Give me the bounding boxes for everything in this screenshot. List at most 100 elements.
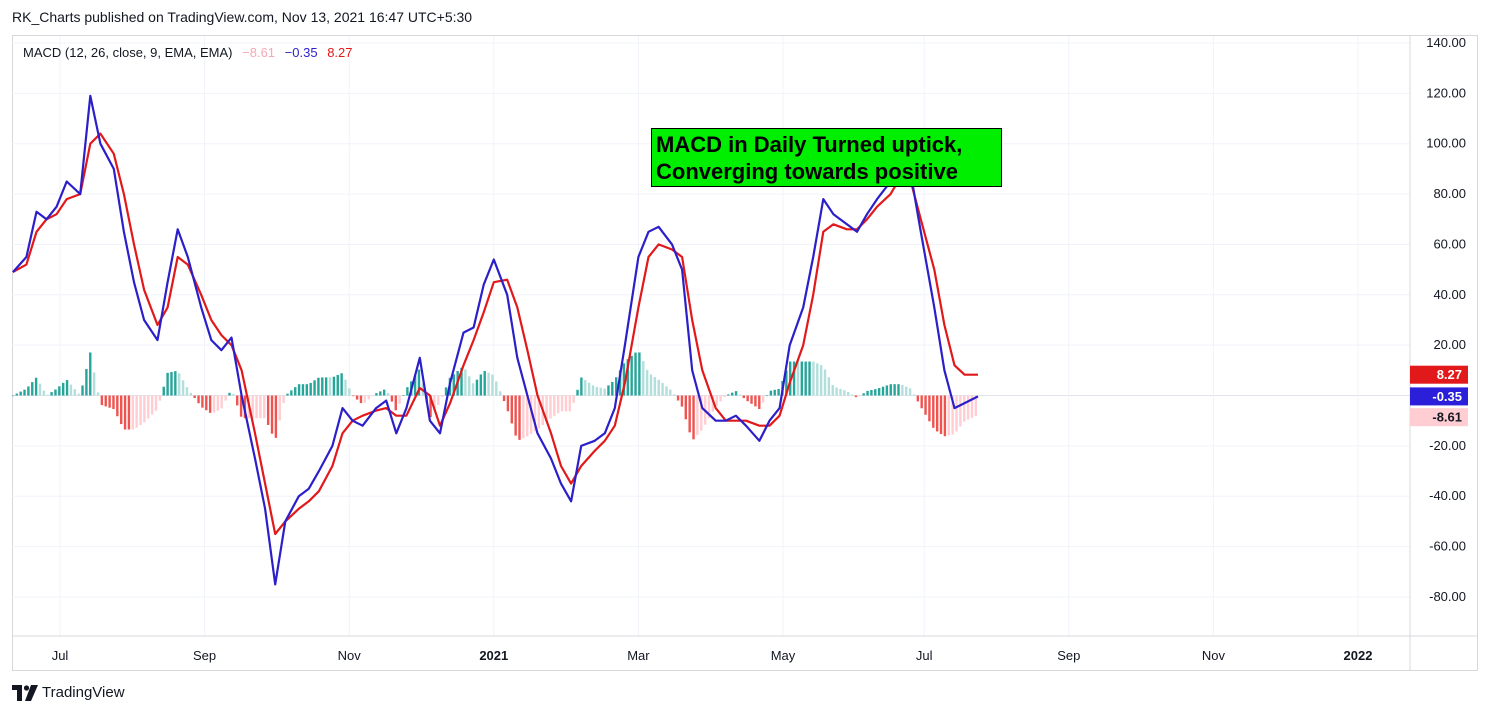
histogram-bar — [901, 384, 904, 396]
annotation-line-1: MACD in Daily Turned uptick, — [656, 132, 963, 157]
histogram-bar — [143, 395, 146, 423]
histogram-bar — [711, 395, 715, 412]
histogram-bar — [719, 395, 722, 402]
histogram-bar — [649, 374, 653, 396]
histogram-bar — [216, 395, 220, 411]
histogram-bar — [135, 395, 138, 428]
histogram-bar — [390, 395, 394, 402]
histogram-bar — [796, 361, 800, 396]
histogram-bar — [27, 386, 30, 396]
histogram-bar — [92, 372, 96, 396]
histogram-bar — [81, 385, 84, 396]
y-tick-label: -80.00 — [1429, 589, 1466, 604]
histogram-bar — [197, 395, 200, 404]
histogram-bar — [854, 395, 858, 398]
histogram-bar — [305, 384, 309, 396]
histogram-bar — [185, 387, 189, 396]
legend-title: MACD (12, 26, close, 9, EMA, EMA) — [23, 45, 233, 60]
histogram-bar — [23, 389, 26, 396]
histogram-bar — [866, 390, 869, 396]
histogram-bar — [742, 395, 746, 399]
histogram-bar — [812, 361, 815, 396]
histogram-bar — [382, 389, 386, 396]
x-tick-label: Sep — [1057, 648, 1080, 663]
histogram-bar — [89, 352, 92, 396]
histogram-bar — [700, 395, 703, 431]
histogram-bar — [491, 374, 494, 396]
histogram-bar — [970, 395, 974, 418]
tradingview-logo-icon — [12, 684, 38, 701]
histogram-bar — [897, 384, 900, 396]
histogram-bar — [750, 395, 753, 404]
histogram-bar — [564, 395, 568, 412]
histogram-bar — [100, 395, 104, 406]
histogram-bar — [951, 395, 954, 435]
histogram-bar — [723, 395, 726, 398]
histogram-bar — [692, 395, 695, 440]
histogram-bar — [947, 395, 950, 436]
histogram-bar — [178, 373, 181, 396]
histogram-bar — [785, 370, 788, 396]
histogram-bar — [19, 391, 22, 396]
histogram-bar — [301, 384, 305, 396]
chart-annotation[interactable]: MACD in Daily Turned uptick, Converging … — [651, 128, 1002, 187]
histogram-bar — [924, 395, 927, 415]
histogram-bar — [201, 395, 204, 408]
histogram-bar — [808, 361, 811, 396]
histogram-bar — [715, 395, 718, 406]
histogram-bar — [61, 382, 65, 396]
histogram-bar — [344, 379, 347, 396]
histogram-bar — [653, 377, 657, 396]
histogram-bar — [189, 392, 193, 396]
histogram-bar — [746, 395, 749, 402]
indicator-legend[interactable]: MACD (12, 26, close, 9, EMA, EMA) −8.61 … — [23, 45, 353, 60]
histogram-bar — [560, 395, 564, 412]
histogram-bar — [905, 386, 908, 396]
histogram-bar — [831, 385, 834, 396]
histogram-bar — [108, 395, 111, 408]
histogram-bar — [819, 365, 823, 396]
histogram-bar — [147, 395, 150, 419]
histogram-bar — [77, 393, 80, 396]
y-tick-label: 40.00 — [1433, 287, 1466, 302]
histogram-bar — [417, 369, 421, 396]
histogram-bar — [955, 395, 958, 432]
histogram-bar — [518, 395, 521, 440]
histogram-bar — [580, 377, 583, 396]
histogram-bar — [816, 363, 819, 396]
histogram-bar — [603, 388, 606, 396]
histogram-bar — [208, 395, 212, 413]
histogram-bar — [963, 395, 966, 422]
histogram-bar — [634, 352, 637, 396]
histogram-bar — [506, 395, 510, 412]
histogram-bar — [626, 359, 629, 396]
y-tick-label: 80.00 — [1433, 186, 1466, 201]
histogram-bar — [468, 376, 471, 396]
histogram-bar — [413, 375, 417, 396]
histogram-bar — [236, 395, 239, 406]
footer-brand[interactable]: TradingView — [12, 684, 125, 701]
histogram-bar — [317, 377, 320, 396]
x-tick-label: May — [771, 648, 796, 663]
histogram-bar — [707, 395, 711, 419]
histogram-bar — [568, 395, 571, 412]
y-tick-label: 100.00 — [1426, 136, 1466, 151]
histogram-bar — [31, 382, 34, 396]
histogram-bar — [193, 395, 196, 399]
histogram-bar — [843, 390, 846, 396]
histogram-bar — [50, 392, 53, 396]
chart-frame[interactable] — [12, 35, 1478, 671]
histogram-bar — [916, 395, 920, 402]
histogram-bar — [823, 369, 827, 396]
histogram-bar — [406, 387, 409, 396]
histogram-bar — [162, 386, 165, 396]
histogram-bar — [429, 395, 432, 418]
histogram-bar — [939, 395, 943, 435]
histogram-bar — [642, 361, 645, 396]
histogram-bar — [65, 380, 69, 396]
histogram-bar — [498, 391, 502, 396]
histogram-bar — [672, 394, 676, 396]
histogram-bar — [754, 395, 757, 407]
histogram-bar — [479, 374, 483, 396]
